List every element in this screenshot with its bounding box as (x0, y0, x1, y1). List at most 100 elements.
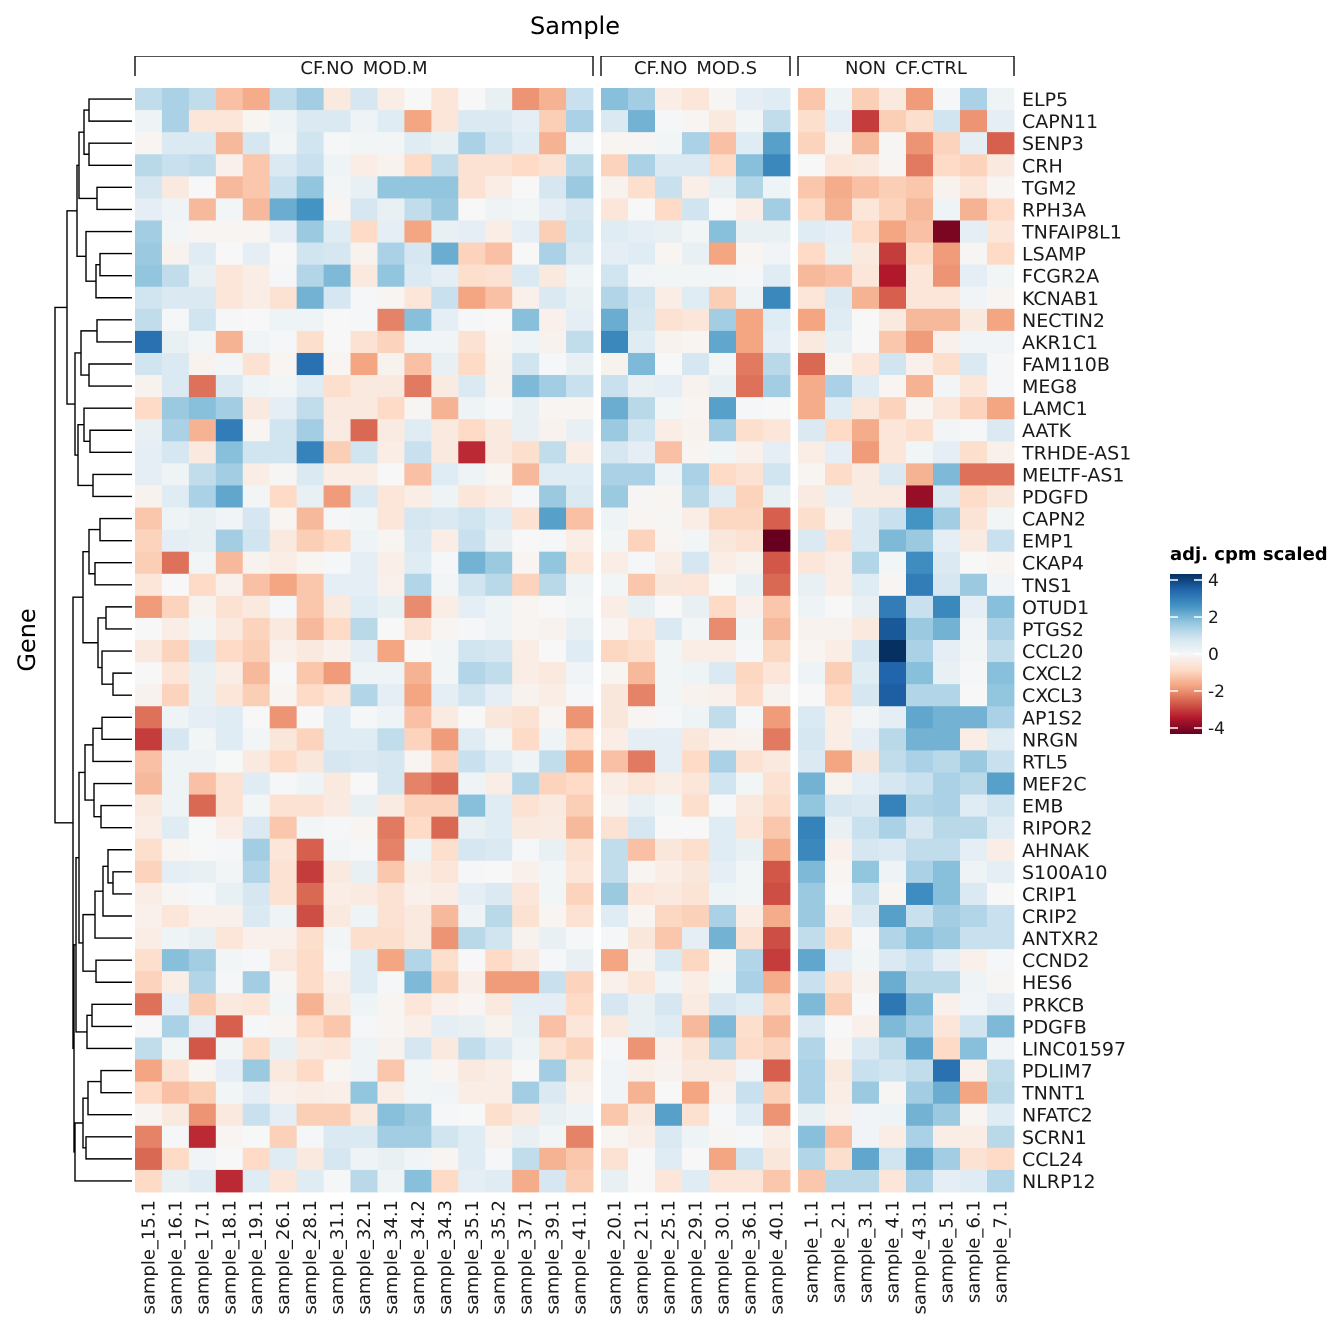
heatmap-cell (825, 1081, 853, 1105)
heatmap-cell (539, 1169, 567, 1193)
heatmap-cell (215, 1081, 244, 1105)
heatmap-cell (879, 352, 907, 376)
heatmap-cell (215, 750, 244, 773)
heatmap-cell (960, 529, 988, 553)
heatmap-cell (323, 242, 351, 266)
heatmap-cell (736, 220, 764, 243)
gene-label: FCGR2A (1022, 266, 1099, 288)
heatmap-cell (512, 573, 540, 597)
heatmap-cell (296, 882, 324, 906)
heatmap-cell (215, 794, 244, 818)
heatmap-cell (404, 1059, 432, 1082)
heatmap-cell (296, 1103, 324, 1127)
heatmap-cell (601, 728, 629, 751)
heatmap-cell (512, 176, 540, 199)
heatmap-cell (296, 397, 324, 420)
heatmap-cell (933, 838, 961, 862)
heatmap-cell (709, 154, 737, 177)
heatmap-cell (404, 198, 432, 221)
heatmap-cell (135, 1037, 163, 1060)
heatmap-cell (960, 1015, 988, 1038)
heatmap-cell (161, 1059, 190, 1082)
heatmap-cell (852, 264, 880, 288)
heatmap-cell (736, 927, 764, 950)
heatmap-cell (377, 220, 405, 243)
heatmap-cell (377, 595, 405, 619)
heatmap-cell (485, 441, 513, 464)
heatmap-cell (242, 220, 271, 243)
heatmap-cell (539, 772, 567, 795)
heatmap-cell (960, 1059, 988, 1082)
heatmap-cell (161, 242, 190, 266)
heatmap-cell (431, 264, 459, 288)
heatmap-cell (601, 198, 629, 221)
heatmap-cell (242, 1059, 271, 1082)
heatmap-cell (960, 176, 988, 199)
heatmap-cell (709, 485, 737, 508)
heatmap-cell (539, 308, 567, 332)
heatmap-cell (987, 551, 1015, 575)
heatmap-cell (852, 728, 880, 751)
heatmap-cell (566, 286, 594, 310)
heatmap-cell (566, 242, 594, 266)
heatmap-cell (188, 1103, 217, 1127)
heatmap-cell (350, 485, 378, 508)
gene-label: AKR1C1 (1022, 332, 1098, 354)
heatmap-cell (188, 397, 217, 420)
heatmap-cell (242, 1081, 271, 1105)
heatmap-cell (431, 595, 459, 619)
heatmap-cell (736, 949, 764, 972)
heatmap-cell (485, 529, 513, 553)
heatmap-cell (350, 971, 378, 994)
heatmap-cell (628, 1103, 656, 1127)
heatmap-cell (485, 88, 513, 111)
heatmap-cell (960, 551, 988, 575)
sample-label: sample_35.1 (462, 1200, 483, 1315)
heatmap-cell (960, 816, 988, 840)
heatmap-cell (377, 971, 405, 994)
heatmap-cell (323, 330, 351, 354)
heatmap-cell (628, 684, 656, 707)
heatmap-cell (682, 1169, 710, 1193)
heatmap-cell (242, 419, 271, 442)
heatmap-cell (404, 110, 432, 133)
heatmap-cell (879, 132, 907, 155)
sample-label: sample_5.1 (937, 1200, 958, 1303)
heatmap-cell (404, 1169, 432, 1193)
heatmap-cell (566, 529, 594, 553)
heatmap-cell (404, 640, 432, 663)
heatmap-cell (188, 1015, 217, 1038)
heatmap-cell (188, 595, 217, 619)
heatmap-cell (458, 1147, 486, 1171)
heatmap-cell (323, 375, 351, 398)
heatmap-cell (215, 529, 244, 553)
heatmap-cell (933, 352, 961, 376)
heatmap-cell (135, 242, 163, 266)
heatmap-cell (431, 1015, 459, 1038)
heatmap-cell (825, 529, 853, 553)
heatmap-cell (512, 993, 540, 1016)
heatmap-cell (161, 397, 190, 420)
heatmap-cell (879, 220, 907, 243)
heatmap-cell (736, 1081, 764, 1105)
heatmap-cell (879, 993, 907, 1016)
heatmap-cell (215, 971, 244, 994)
heatmap-cell (539, 927, 567, 950)
heatmap-cell (485, 1169, 513, 1193)
heatmap-cell (296, 750, 324, 773)
heatmap-cell (458, 993, 486, 1016)
heatmap-cell (960, 330, 988, 354)
heatmap-cell (682, 1059, 710, 1082)
heatmap-cell (485, 573, 513, 597)
gene-label: AATK (1022, 420, 1072, 442)
heatmap-cell (431, 1125, 459, 1149)
row-dendrogram (54, 98, 132, 1182)
heatmap-cell (682, 640, 710, 663)
heatmap-cell (709, 728, 737, 751)
heatmap-cell (135, 154, 163, 177)
heatmap-cell (431, 573, 459, 597)
gene-label: MELTF-AS1 (1022, 464, 1125, 486)
heatmap-cell (242, 441, 271, 464)
heatmap-cell (987, 971, 1015, 994)
heatmap-cell (539, 750, 567, 773)
